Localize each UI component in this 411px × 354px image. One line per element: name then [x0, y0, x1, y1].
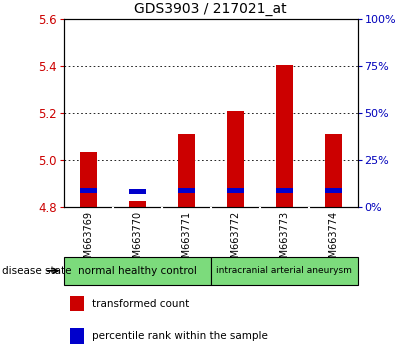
Text: transformed count: transformed count: [92, 299, 189, 309]
Text: GSM663772: GSM663772: [230, 211, 240, 270]
Text: intracranial arterial aneurysm: intracranial arterial aneurysm: [216, 266, 352, 275]
Bar: [80, 188, 97, 193]
Bar: [178, 135, 195, 207]
Text: GSM663773: GSM663773: [279, 211, 289, 270]
Bar: [210, 257, 358, 285]
Bar: [325, 135, 342, 207]
Bar: [226, 188, 244, 193]
Bar: [69, 329, 84, 344]
Bar: [325, 188, 342, 193]
Text: GSM663770: GSM663770: [132, 211, 142, 270]
Bar: [64, 257, 210, 285]
Bar: [275, 65, 293, 207]
Text: normal healthy control: normal healthy control: [78, 266, 196, 276]
Bar: [69, 296, 84, 311]
Bar: [129, 201, 146, 207]
Text: GSM663769: GSM663769: [83, 211, 93, 270]
Bar: [129, 189, 146, 194]
Bar: [80, 152, 97, 207]
Bar: [226, 111, 244, 207]
Bar: [275, 188, 293, 193]
Text: disease state: disease state: [2, 266, 72, 276]
Text: percentile rank within the sample: percentile rank within the sample: [92, 331, 268, 341]
Title: GDS3903 / 217021_at: GDS3903 / 217021_at: [134, 2, 287, 16]
Bar: [178, 188, 195, 193]
Text: GSM663771: GSM663771: [181, 211, 191, 270]
Text: GSM663774: GSM663774: [328, 211, 338, 270]
